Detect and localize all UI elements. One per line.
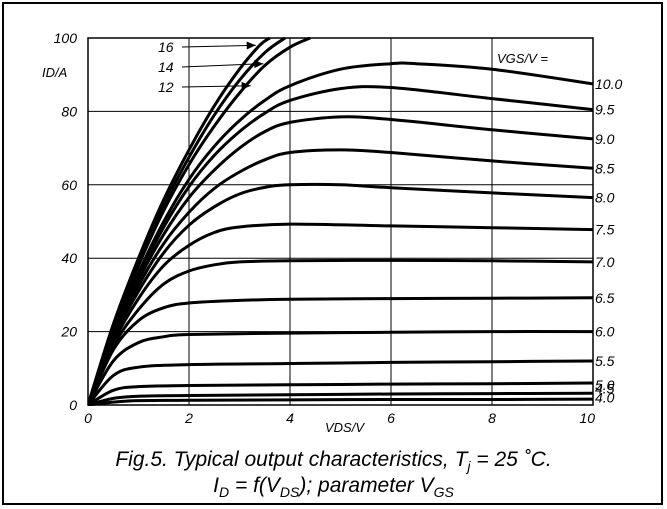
series-label: 7.0	[595, 254, 615, 270]
curve-vgs-8-5	[88, 148, 593, 406]
series-label: 9.5	[595, 102, 615, 118]
curve-vgs-8-0	[88, 182, 593, 406]
curve-vgs-9-0	[88, 115, 593, 406]
x-tick-label: 4	[286, 410, 294, 426]
series-label: 8.5	[595, 160, 615, 176]
x-tick-label: 8	[488, 410, 496, 426]
x-tick-label: 0	[84, 410, 92, 426]
series-label: 12	[158, 79, 174, 95]
curve-vgs-10-0	[88, 61, 593, 406]
y-tick-label: 20	[60, 324, 77, 340]
curve-vgs-7-5	[88, 222, 593, 406]
series-labels: 4.04.55.0 5.5 6.0 6.5 7.0 7.5 8.0 8.5 9.0 9.5 10.0…	[158, 39, 622, 406]
series-label: 16	[158, 39, 174, 55]
curve-vgs-6-5	[88, 296, 593, 406]
arrow-head	[254, 60, 264, 69]
series-label: 9.0	[595, 131, 615, 147]
y-tick-label: 40	[61, 250, 77, 266]
label-arrow	[181, 85, 251, 88]
series-label: 10.0	[595, 76, 622, 92]
x-tick-label: 6	[387, 410, 395, 426]
series-label: 8.0	[595, 190, 615, 206]
x-tick-label: 10	[579, 410, 595, 426]
series-label: 6.0	[595, 324, 615, 340]
curve-vgs-7-0	[88, 258, 593, 406]
series-label: 7.5	[595, 222, 615, 238]
curve-vgs-4-0	[88, 397, 593, 406]
label-arrow	[181, 44, 256, 48]
curve-vgs-6-0	[88, 330, 593, 406]
series-label: 6.5	[595, 290, 615, 306]
curve-vgs-9-5	[88, 85, 593, 406]
curves	[88, 37, 593, 406]
series-label: 5.5	[595, 353, 615, 369]
series-label: 5.0	[595, 377, 615, 393]
x-axis-label: VDS/V	[325, 420, 365, 435]
y-axis-label: ID/A	[42, 65, 67, 80]
x-tick-label: 2	[184, 410, 193, 426]
curve-vgs-14	[88, 37, 286, 406]
series-label: 14	[158, 59, 174, 75]
curve-vgs-5-5	[88, 359, 593, 406]
arrow-head	[246, 41, 256, 50]
series-label: 4.5	[595, 380, 615, 396]
curve-vgs-4-5	[88, 391, 593, 406]
curve-vgs-5-0	[88, 381, 593, 406]
curve-vgs-16	[88, 37, 271, 406]
caption-line-2: ID = f(VDS); parameter VGS	[213, 474, 454, 501]
y-tick-label: 0	[69, 397, 77, 413]
y-tick-label: 100	[54, 30, 78, 46]
arrow-head	[241, 81, 251, 90]
caption-line-1: Fig.5. Typical output characteristics, T…	[115, 448, 552, 475]
y-tick-label: 80	[61, 103, 77, 119]
plot-border	[87, 37, 594, 406]
series-label: 4.0	[595, 390, 615, 406]
figure-frame	[2, 2, 663, 505]
y-tick-label: 60	[61, 177, 77, 193]
legend-title: VGS/V =	[497, 51, 548, 66]
label-arrow	[181, 63, 264, 68]
